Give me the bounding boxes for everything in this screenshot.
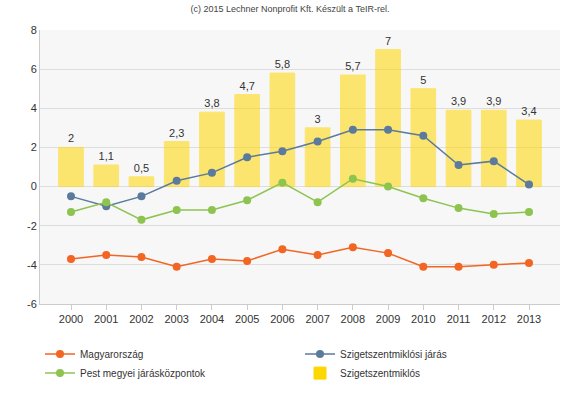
svg-text:-2: -2 xyxy=(27,220,37,232)
svg-text:2: 2 xyxy=(68,132,74,144)
svg-text:0,5: 0,5 xyxy=(134,162,149,174)
svg-text:5,8: 5,8 xyxy=(275,58,290,70)
svg-text:-6: -6 xyxy=(27,298,37,310)
svg-text:2012: 2012 xyxy=(482,313,506,325)
svg-text:Magyarország: Magyarország xyxy=(80,349,143,360)
svg-text:2,3: 2,3 xyxy=(169,127,184,139)
svg-text:2011: 2011 xyxy=(447,313,471,325)
svg-text:1,1: 1,1 xyxy=(99,150,114,162)
svg-text:2010: 2010 xyxy=(411,313,435,325)
svg-text:3,9: 3,9 xyxy=(486,95,501,107)
svg-text:2004: 2004 xyxy=(200,313,224,325)
svg-text:2007: 2007 xyxy=(305,313,329,325)
svg-text:7: 7 xyxy=(385,35,391,47)
svg-text:4,7: 4,7 xyxy=(240,80,255,92)
svg-text:2008: 2008 xyxy=(341,313,365,325)
svg-text:Pest megyei járásközpontok: Pest megyei járásközpontok xyxy=(80,368,206,379)
svg-text:2009: 2009 xyxy=(376,313,400,325)
svg-text:5,7: 5,7 xyxy=(345,60,360,72)
svg-text:(c) 2015 Lechner Nonprofit Kft: (c) 2015 Lechner Nonprofit Kft. Készült … xyxy=(191,4,390,14)
svg-text:2001: 2001 xyxy=(94,313,118,325)
svg-text:3,8: 3,8 xyxy=(204,97,219,109)
svg-text:6: 6 xyxy=(31,63,37,75)
svg-text:-4: -4 xyxy=(27,259,37,271)
svg-text:5: 5 xyxy=(420,74,426,86)
svg-text:8: 8 xyxy=(31,24,37,36)
svg-text:2000: 2000 xyxy=(59,313,83,325)
svg-text:3: 3 xyxy=(315,113,321,125)
svg-text:2005: 2005 xyxy=(235,313,259,325)
svg-text:2013: 2013 xyxy=(517,313,541,325)
svg-text:2006: 2006 xyxy=(270,313,294,325)
svg-text:2003: 2003 xyxy=(164,313,188,325)
svg-text:2: 2 xyxy=(31,141,37,153)
svg-text:4: 4 xyxy=(31,102,37,114)
svg-text:Szigetszentmiklós: Szigetszentmiklós xyxy=(340,368,420,379)
svg-text:2002: 2002 xyxy=(129,313,153,325)
svg-text:3,4: 3,4 xyxy=(521,105,536,117)
svg-text:0: 0 xyxy=(31,180,37,192)
svg-text:Szigetszentmiklósi járás: Szigetszentmiklósi járás xyxy=(340,349,447,360)
svg-text:3,9: 3,9 xyxy=(451,95,466,107)
